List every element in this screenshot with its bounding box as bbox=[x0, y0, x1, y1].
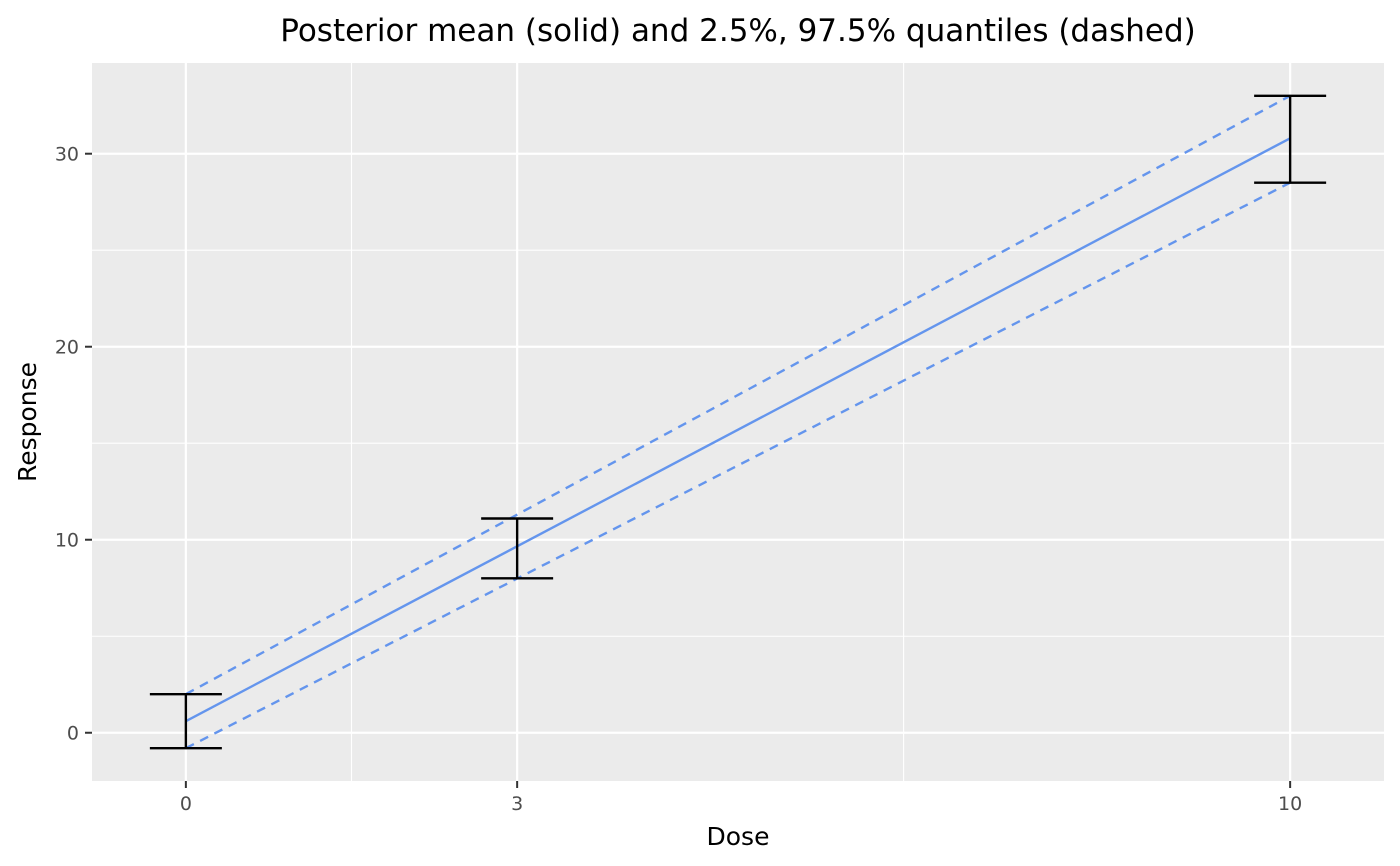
y-axis-title: Response bbox=[13, 362, 42, 482]
error-bar bbox=[1254, 94, 1327, 184]
y-tick-label: 0 bbox=[67, 723, 79, 745]
error-bars bbox=[149, 94, 1327, 750]
chart-title: Posterior mean (solid) and 2.5%, 97.5% q… bbox=[280, 13, 1196, 49]
axis-ticks: 0 3 10 0 10 20 30 bbox=[55, 144, 1302, 815]
series-layer bbox=[185, 94, 1291, 750]
x-tick-label: 3 bbox=[511, 793, 523, 815]
error-bar bbox=[149, 692, 222, 750]
y-tick-label: 30 bbox=[55, 144, 79, 166]
series-line-mean bbox=[185, 137, 1291, 723]
x-tick-label: 0 bbox=[180, 793, 192, 815]
grid bbox=[92, 63, 1384, 781]
y-tick-label: 20 bbox=[55, 337, 79, 359]
x-axis-title: Dose bbox=[707, 822, 770, 851]
y-tick-label: 10 bbox=[55, 530, 79, 552]
error-bar bbox=[481, 517, 554, 580]
x-tick-label: 10 bbox=[1278, 793, 1302, 815]
series-line-upper bbox=[185, 94, 1291, 696]
plot-panel bbox=[92, 63, 1384, 781]
